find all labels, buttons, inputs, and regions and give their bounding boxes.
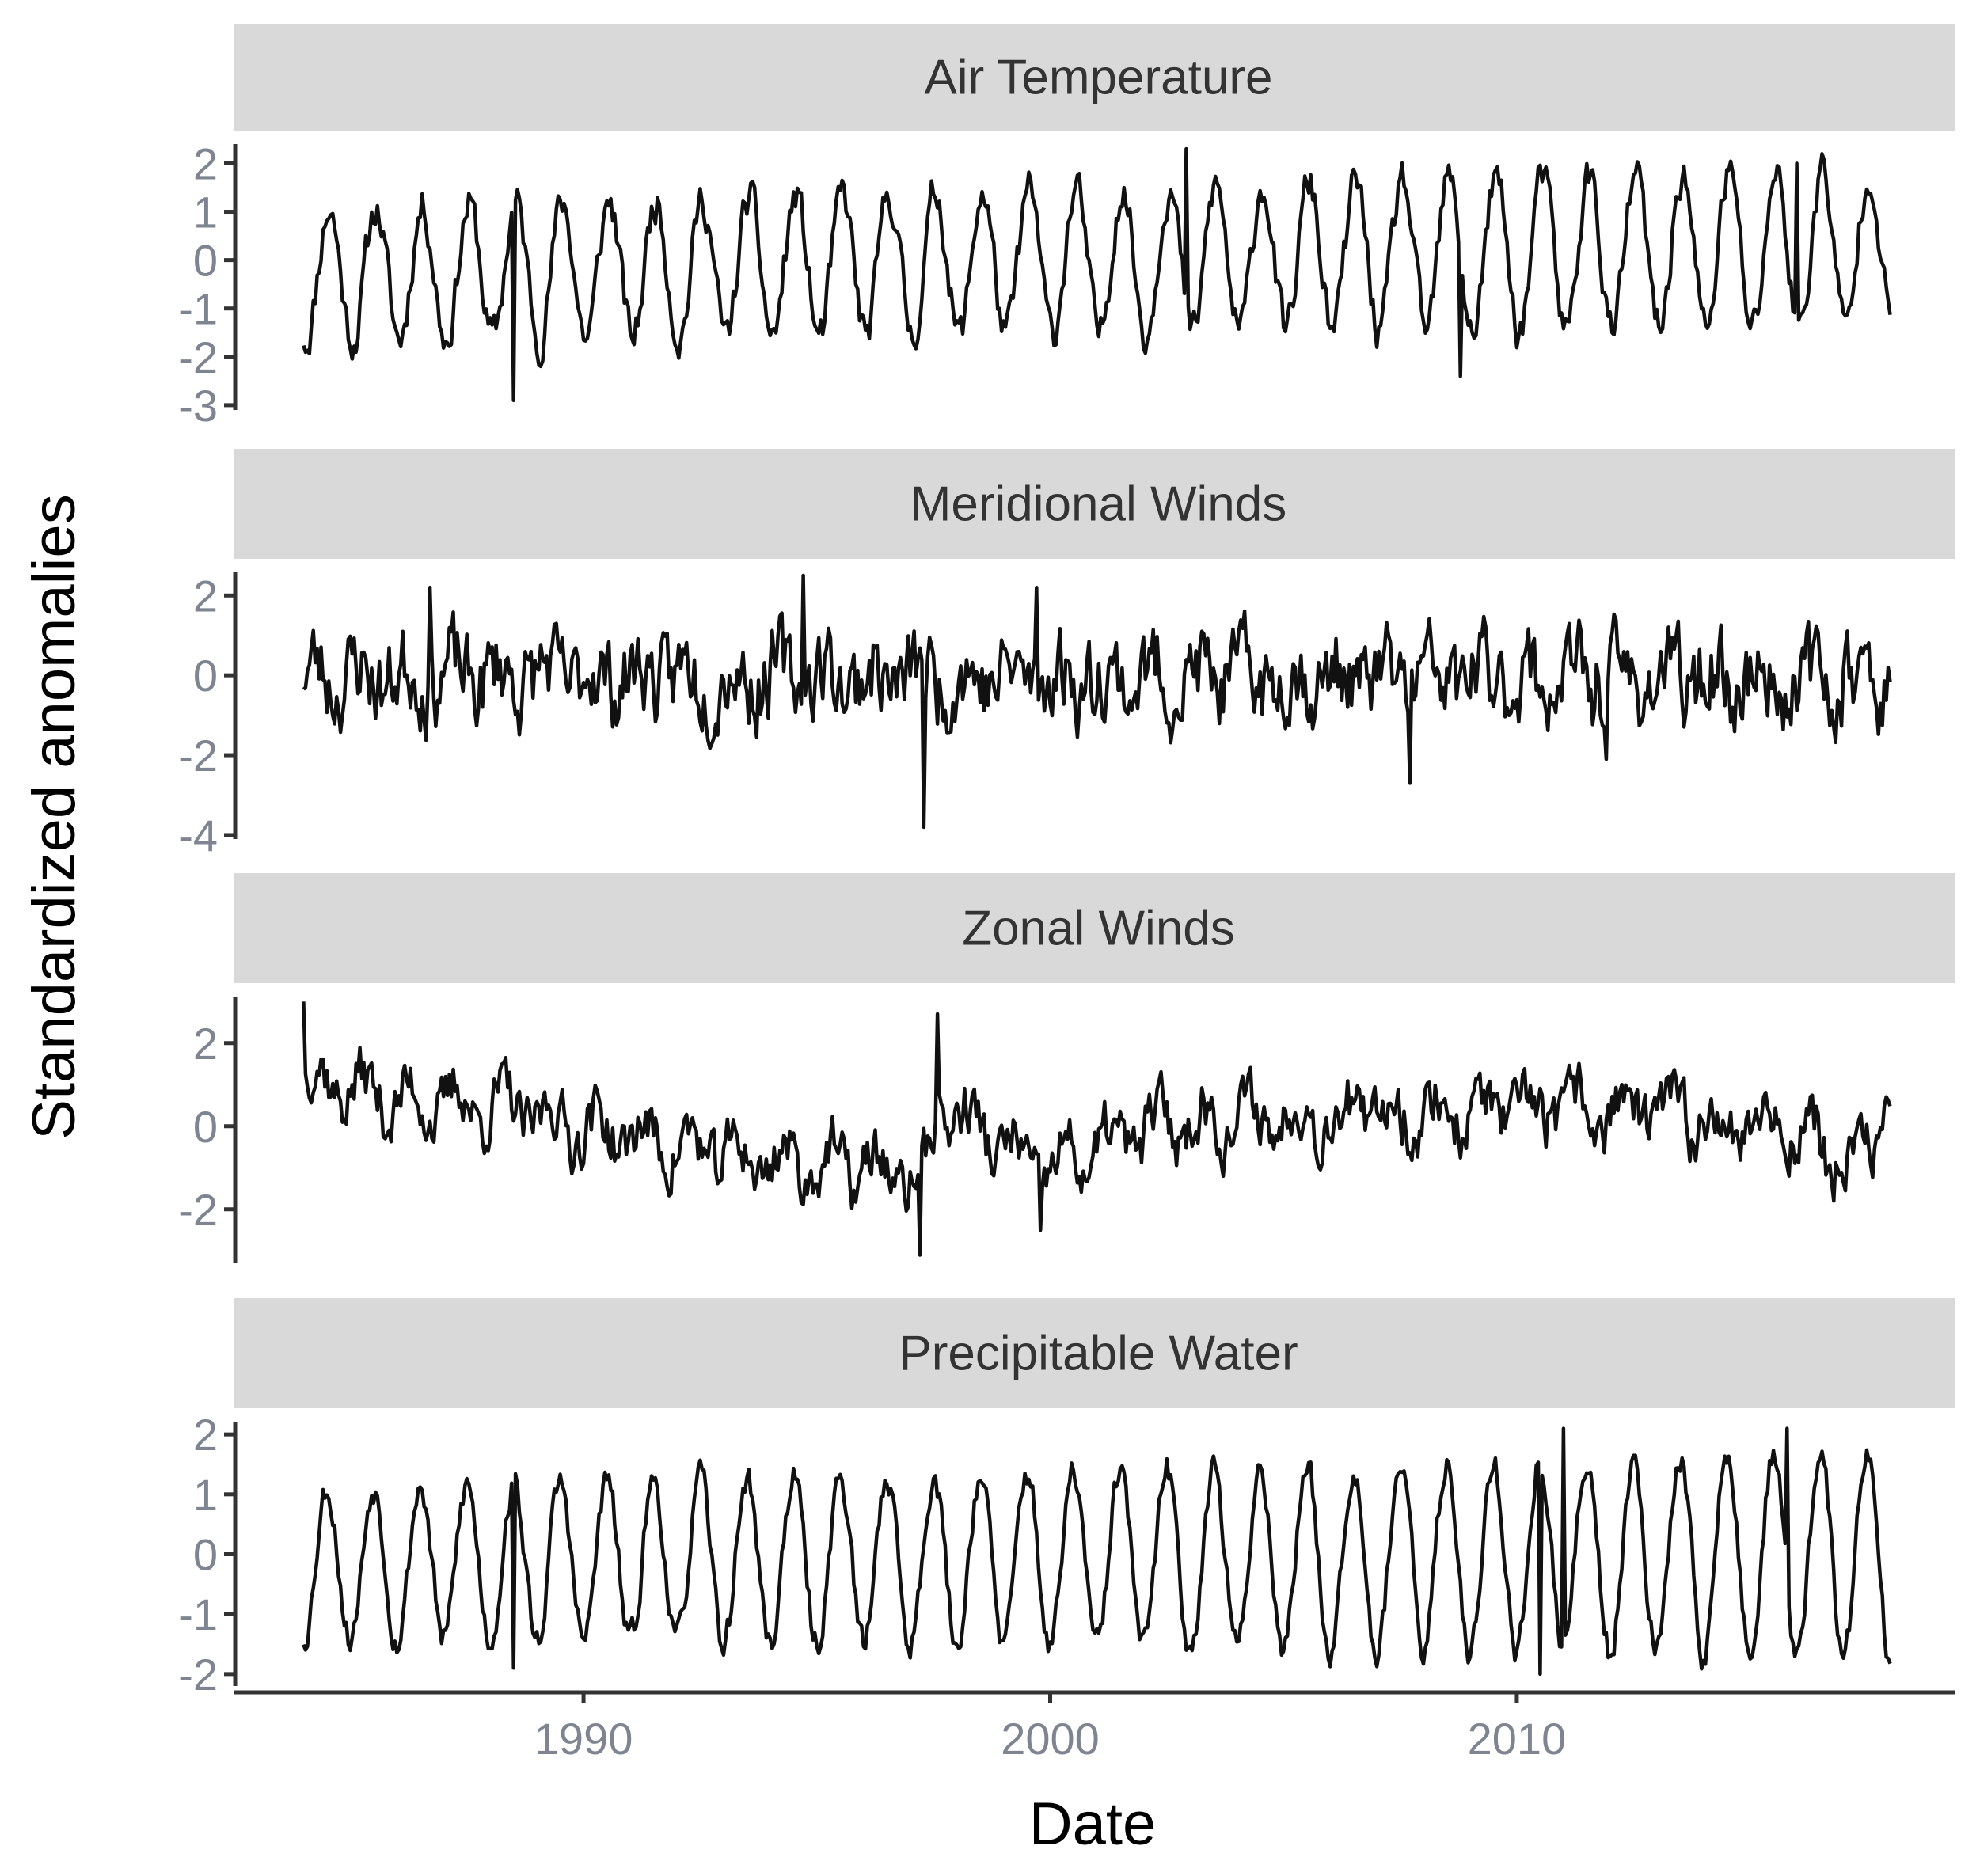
facet-strip xyxy=(234,24,1955,131)
facet-panel: Zonal Winds -2 0 2 xyxy=(178,873,1955,1263)
facet-title: Meridional Winds xyxy=(910,477,1287,532)
series-line xyxy=(302,573,1892,830)
y-tick-label: -2 xyxy=(178,1185,218,1235)
y-tick-label: -1 xyxy=(178,1589,218,1639)
facet-panel: Meridional Winds -4 -2 0 2 xyxy=(178,449,1955,860)
x-axis: 1990 2000 2010 xyxy=(234,1690,1955,1764)
y-tick-label: 2 xyxy=(193,1019,218,1069)
y-tick-label: -2 xyxy=(178,1650,218,1699)
y-tick-label: -3 xyxy=(178,381,218,431)
y-tick-label: 1 xyxy=(193,188,218,237)
series-line xyxy=(302,146,1892,403)
y-tick-label: -2 xyxy=(178,332,218,382)
y-tick-label: 0 xyxy=(193,1102,218,1152)
x-axis-title: Date xyxy=(1029,1791,1157,1858)
y-tick-label: 0 xyxy=(193,1530,218,1580)
y-axis-title: Standardized anomalies xyxy=(21,494,88,1139)
y-tick-label: 1 xyxy=(193,1470,218,1520)
facet-title: Zonal Winds xyxy=(962,902,1235,956)
facet-title: Air Temperature xyxy=(925,51,1273,105)
y-tick-label: 2 xyxy=(193,139,218,188)
facet-strip xyxy=(234,449,1955,559)
y-tick-label: -2 xyxy=(178,731,218,780)
facet-panel: Precipitable Water -2 -1 0 1 2 xyxy=(178,1298,1955,1699)
x-tick-label: 2010 xyxy=(1468,1714,1567,1764)
y-tick-label: 0 xyxy=(193,651,218,701)
y-tick-label: 2 xyxy=(193,1410,218,1460)
y-tick-label: -4 xyxy=(178,811,218,860)
x-tick-label: 2000 xyxy=(1001,1714,1100,1764)
facet-strip xyxy=(234,873,1955,983)
y-tick-label: -1 xyxy=(178,284,218,334)
y-tick-label: 2 xyxy=(193,571,218,621)
facet-title: Precipitable Water xyxy=(899,1327,1298,1381)
series-line xyxy=(302,1426,1892,1677)
series-line xyxy=(302,1001,1892,1257)
facet-strip xyxy=(234,1298,1955,1408)
y-tick-label: 0 xyxy=(193,236,218,286)
x-tick-label: 1990 xyxy=(534,1714,633,1764)
